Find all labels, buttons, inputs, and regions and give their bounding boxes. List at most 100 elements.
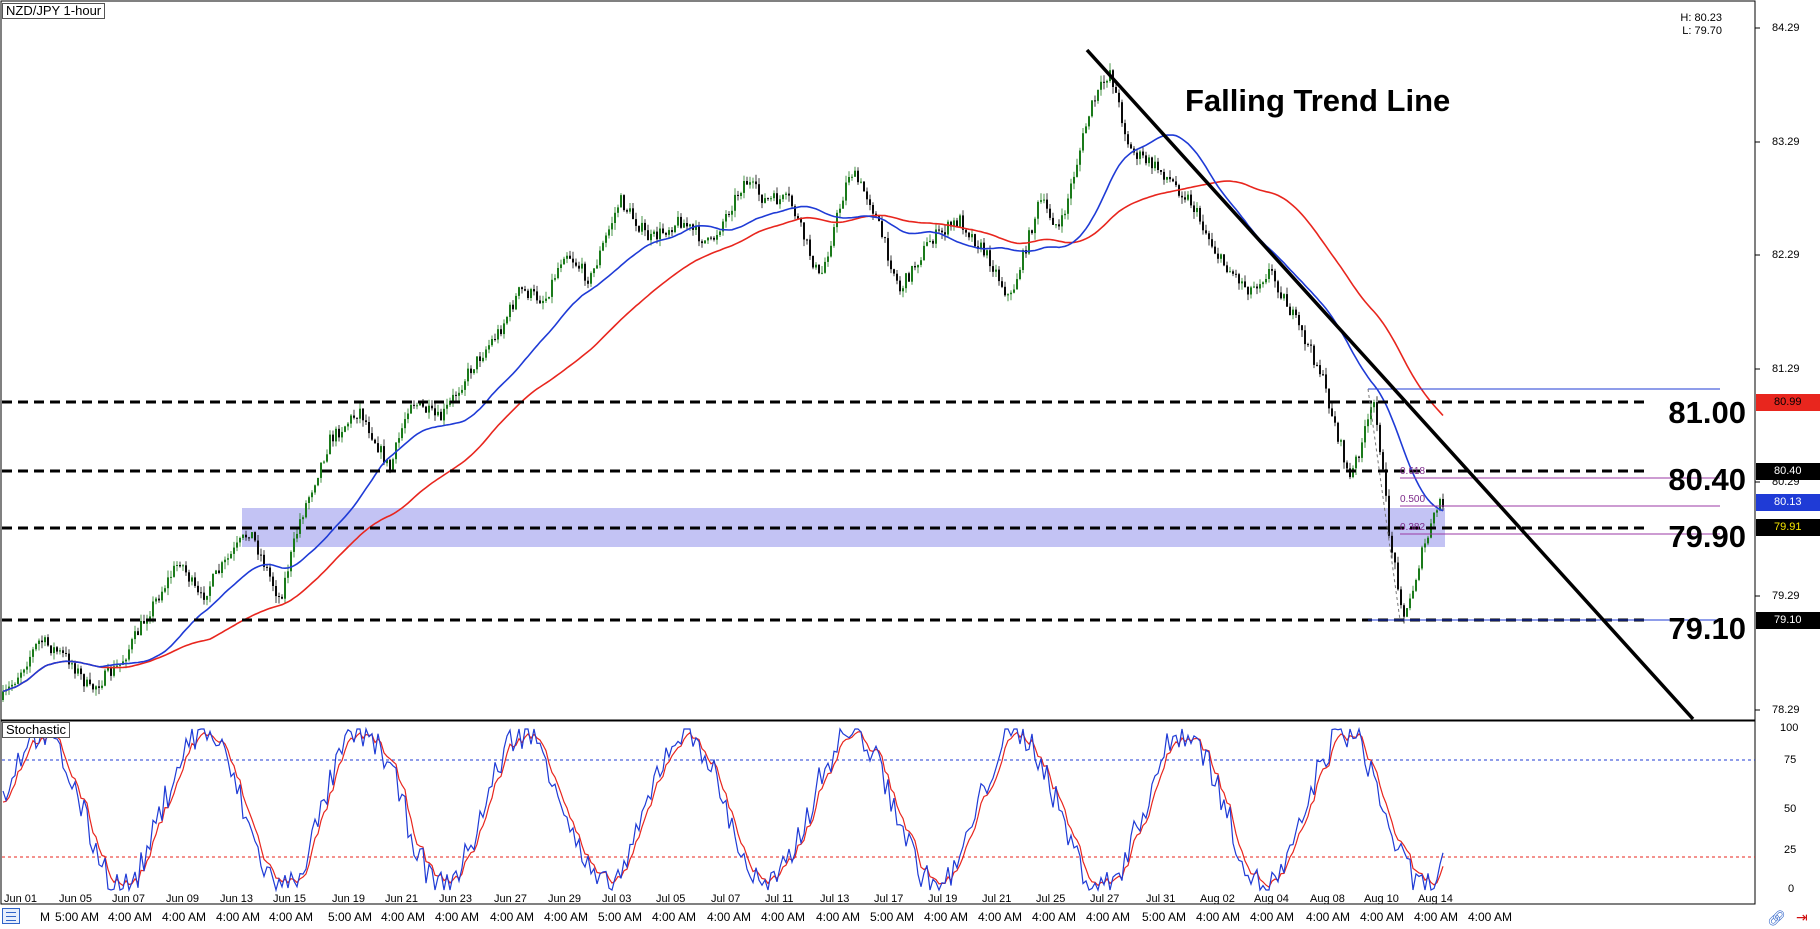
- candle-body: [827, 256, 829, 262]
- candle-body: [806, 239, 808, 241]
- candle-body: [671, 230, 673, 233]
- candle-body: [1061, 215, 1063, 227]
- candle-body: [911, 266, 913, 282]
- candle-body: [590, 273, 592, 284]
- candle-body: [1292, 309, 1294, 316]
- candle-body: [494, 339, 496, 340]
- candle-body: [1013, 289, 1015, 293]
- candle-body: [1328, 388, 1330, 409]
- time-axis-label: 4:00 AM: [924, 910, 969, 924]
- date-axis-label: Aug 04: [1254, 893, 1289, 905]
- candle-body: [185, 565, 187, 573]
- candle-body: [455, 394, 457, 396]
- time-axis-label: 4:00 AM: [381, 910, 426, 924]
- candle-body: [1280, 292, 1282, 299]
- candle-body: [554, 278, 556, 280]
- candle-body: [1289, 306, 1291, 316]
- autoscroll-arrow-icon[interactable]: ⇥: [1796, 909, 1808, 925]
- chart-grid-icon[interactable]: [2, 908, 20, 924]
- candle-body: [986, 250, 988, 256]
- candle-body: [107, 668, 109, 671]
- candle-body: [431, 405, 433, 409]
- candle-body: [842, 200, 844, 209]
- candle-body: [917, 264, 919, 268]
- date-axis-label: Jun 01: [4, 893, 38, 905]
- candle-body: [701, 241, 703, 244]
- candle-body: [86, 679, 88, 687]
- candle-body: [1145, 155, 1147, 164]
- candle-body: [212, 574, 214, 587]
- candle-body: [1232, 271, 1234, 274]
- candle-body: [53, 647, 55, 654]
- date-axis-label: Jun 23: [439, 893, 473, 905]
- price-tag-current: 80.13: [1756, 494, 1820, 511]
- candle-body: [908, 273, 910, 282]
- price-axis-label: 79.29: [1772, 590, 1800, 602]
- candle-body: [860, 181, 862, 183]
- candle-body: [74, 663, 76, 674]
- candle-body: [161, 591, 163, 601]
- candle-body: [1319, 365, 1321, 375]
- candle-body: [1259, 284, 1261, 289]
- candle-body: [674, 225, 676, 233]
- candle-body: [923, 245, 925, 261]
- candle-body: [1052, 217, 1054, 225]
- time-axis-label: 4:00 AM: [269, 910, 314, 924]
- time-axis-label: M: [40, 910, 50, 924]
- candle-body: [131, 639, 133, 650]
- candle-body: [1352, 468, 1354, 478]
- time-axis-label: 5:00 AM: [598, 910, 643, 924]
- candle-body: [710, 237, 712, 239]
- candle-body: [365, 420, 367, 422]
- candle-body: [1265, 279, 1267, 283]
- candle-body: [104, 670, 106, 686]
- candle-body: [1391, 535, 1393, 553]
- time-axis-label: 4:00 AM: [1032, 910, 1077, 924]
- candle-body: [92, 684, 94, 690]
- candle-body: [281, 596, 283, 599]
- time-axis-bar: [0, 906, 1820, 929]
- candle-body: [1055, 224, 1057, 226]
- candle-body: [644, 222, 646, 231]
- fib-diagonal: [1367, 388, 1401, 621]
- candle-body: [1226, 265, 1228, 273]
- candle-body: [563, 258, 565, 265]
- time-axis-label: 5:00 AM: [1142, 910, 1187, 924]
- candle-body: [1364, 426, 1366, 443]
- candle-body: [950, 221, 952, 227]
- candle-body: [254, 532, 256, 541]
- candle-body: [101, 685, 103, 688]
- candle-body: [1115, 87, 1117, 93]
- candle-body: [89, 679, 91, 685]
- candle-body: [836, 212, 838, 228]
- candle-body: [326, 454, 328, 462]
- candle-body: [62, 650, 64, 653]
- candle-body: [1103, 81, 1105, 83]
- candle-body: [1409, 598, 1411, 609]
- price-tag-80-40: 80.40: [1756, 463, 1820, 480]
- candle-body: [1430, 523, 1432, 538]
- candle-body: [338, 428, 340, 438]
- candle-body: [1310, 344, 1312, 346]
- candle-body: [713, 237, 715, 240]
- stochastic-d-line: [2, 731, 1444, 888]
- candle-body: [479, 356, 481, 361]
- level-label-79-90: 79.90: [1668, 519, 1746, 554]
- candle-body: [614, 212, 616, 223]
- candle-body: [920, 260, 922, 265]
- candle-body: [8, 686, 10, 690]
- candle-body: [224, 559, 226, 563]
- link-icon[interactable]: 🔗︎: [1767, 910, 1787, 927]
- candle-body: [1130, 144, 1132, 149]
- candle-body: [569, 255, 571, 259]
- candle-body: [329, 434, 331, 455]
- candle-body: [857, 170, 859, 183]
- candle-body: [17, 677, 19, 684]
- candle-body: [980, 242, 982, 250]
- candle-body: [1085, 126, 1087, 134]
- candle-body: [740, 193, 742, 196]
- candle-body: [1241, 281, 1243, 284]
- date-axis-label: Jun 15: [273, 893, 307, 905]
- candle-body: [1022, 250, 1024, 270]
- candle-body: [440, 411, 442, 421]
